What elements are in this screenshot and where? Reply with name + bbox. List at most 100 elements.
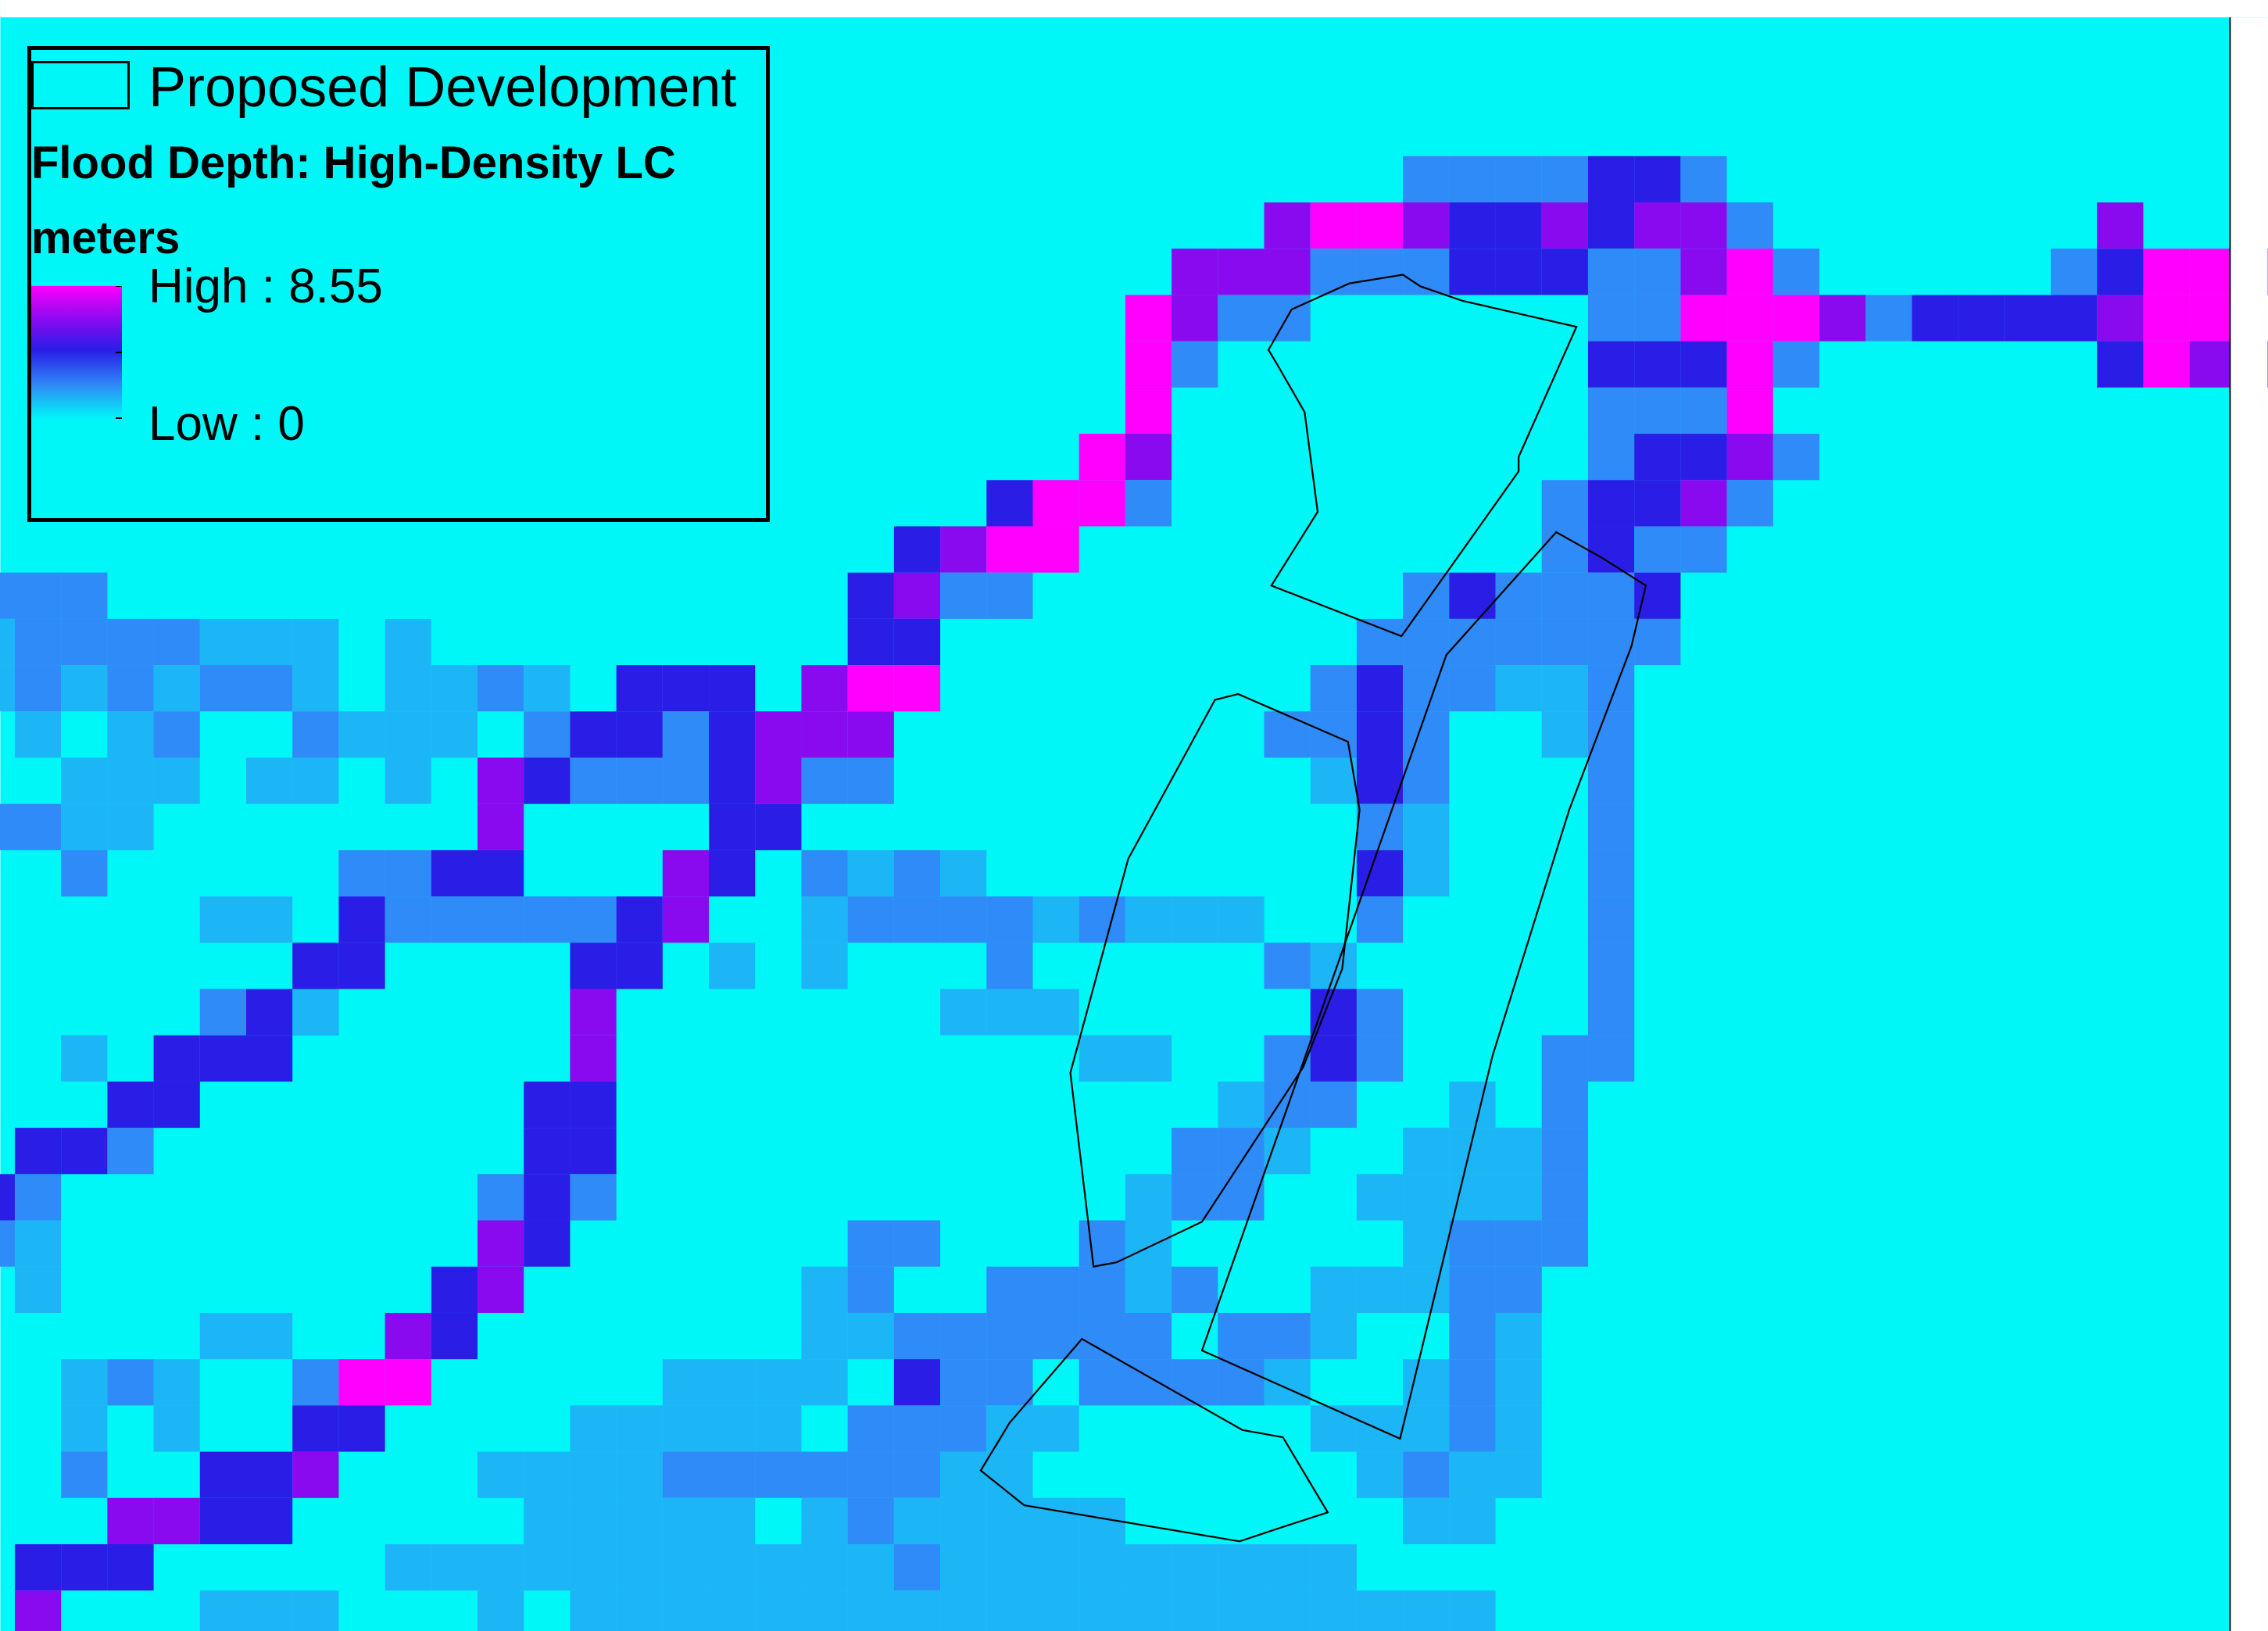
raster-cell (478, 1174, 524, 1221)
raster-cell (1079, 1590, 1125, 1631)
raster-cell (847, 1497, 894, 1544)
raster-cell (245, 1590, 293, 1631)
raster-cell (1495, 249, 1542, 295)
raster-cell (893, 1405, 941, 1452)
raster-cell (1634, 572, 1681, 619)
raster-cell (847, 896, 894, 943)
raster-cell (1449, 665, 1496, 712)
development-outline (1069, 692, 1361, 1268)
raster-cell (801, 665, 848, 712)
raster-cell (570, 1035, 617, 1082)
raster-cell (1172, 249, 1218, 295)
raster-cell (1495, 1359, 1542, 1406)
raster-cell (2143, 249, 2190, 295)
raster-cell (1634, 295, 1681, 342)
raster-cell (1541, 1081, 1588, 1128)
raster-cell (1726, 202, 1773, 249)
raster-cell (801, 942, 848, 989)
raster-cell (801, 711, 848, 758)
raster-cell (1125, 480, 1172, 527)
raster-cell (1264, 1359, 1311, 1406)
raster-cell (199, 1590, 246, 1631)
raster-cell (1125, 1035, 1172, 1082)
raster-cell (847, 1451, 894, 1498)
raster-cell (1726, 434, 1773, 481)
raster-cell (61, 1035, 108, 1082)
raster-cell (709, 942, 756, 989)
raster-cell (801, 1451, 848, 1498)
raster-cell (1356, 1451, 1404, 1498)
raster-cell (1587, 295, 1635, 342)
raster-cell (199, 1035, 246, 1082)
raster-cell (1541, 665, 1588, 712)
raster-cell (1310, 249, 1357, 295)
raster-cell (893, 572, 941, 619)
raster-cell (986, 1312, 1033, 1360)
raster-cell (847, 1312, 894, 1360)
raster-cell (1403, 1497, 1450, 1544)
raster-cell (1403, 1451, 1450, 1498)
raster-cell (1079, 1266, 1125, 1313)
raster-cell (14, 1174, 62, 1221)
raster-cell (570, 1497, 617, 1544)
raster-cell (940, 1359, 987, 1406)
raster-cell (61, 1543, 108, 1591)
raster-cell (801, 1266, 848, 1313)
raster-cell (431, 849, 478, 897)
raster-cell (1032, 526, 1079, 573)
raster-cell (385, 1359, 431, 1406)
raster-cell (616, 757, 663, 804)
raster-cell (986, 1451, 1033, 1498)
raster-cell (1264, 1128, 1311, 1175)
raster-cell (1634, 156, 1681, 203)
raster-cell (1773, 295, 1819, 342)
raster-cell (570, 1081, 617, 1128)
raster-cell (1587, 896, 1635, 943)
raster-cell (1495, 572, 1542, 619)
raster-cell (893, 1543, 941, 1591)
raster-cell (1356, 711, 1404, 758)
raster-cell (107, 1081, 154, 1128)
raster-cell (385, 1543, 431, 1591)
raster-cell (986, 1359, 1033, 1406)
raster-cell (2189, 341, 2236, 388)
raster-cell (570, 1451, 617, 1498)
flood-raster (0, 156, 2268, 1631)
raster-cell (431, 665, 478, 712)
raster-cell (1079, 434, 1125, 481)
raster-cell (1587, 803, 1635, 850)
raster-cell (431, 1543, 478, 1591)
raster-cell (153, 711, 200, 758)
raster-cell (1912, 295, 1959, 342)
raster-cell (153, 1081, 200, 1128)
raster-cell (986, 526, 1033, 573)
raster-cell (1587, 434, 1635, 481)
raster-cell (1264, 1312, 1311, 1360)
raster-cell (986, 1543, 1033, 1591)
raster-cell (986, 896, 1033, 943)
raster-cell (570, 1174, 617, 1221)
raster-cell (662, 1497, 710, 1544)
raster-cell (1449, 1266, 1496, 1313)
raster-cell (709, 665, 756, 712)
raster-cell (1172, 896, 1218, 943)
raster-cell (1218, 1543, 1265, 1591)
raster-cell (893, 618, 941, 666)
raster-cell (245, 665, 293, 712)
raster-cell (1587, 249, 1635, 295)
raster-cell (1495, 1405, 1542, 1452)
raster-cell (709, 803, 756, 850)
raster-cell (940, 1590, 987, 1631)
raster-cell (1218, 295, 1265, 342)
raster-cell (1032, 1590, 1079, 1631)
raster-cell (2097, 249, 2144, 295)
raster-cell (107, 757, 154, 804)
raster-cell (1079, 1543, 1125, 1591)
legend-low-label: Low : 0 (148, 397, 305, 451)
raster-cell (1125, 1266, 1172, 1313)
raster-cell (2051, 295, 2098, 342)
development-outline (979, 1337, 1329, 1543)
raster-cell (61, 1451, 108, 1498)
raster-cell (2189, 295, 2236, 342)
